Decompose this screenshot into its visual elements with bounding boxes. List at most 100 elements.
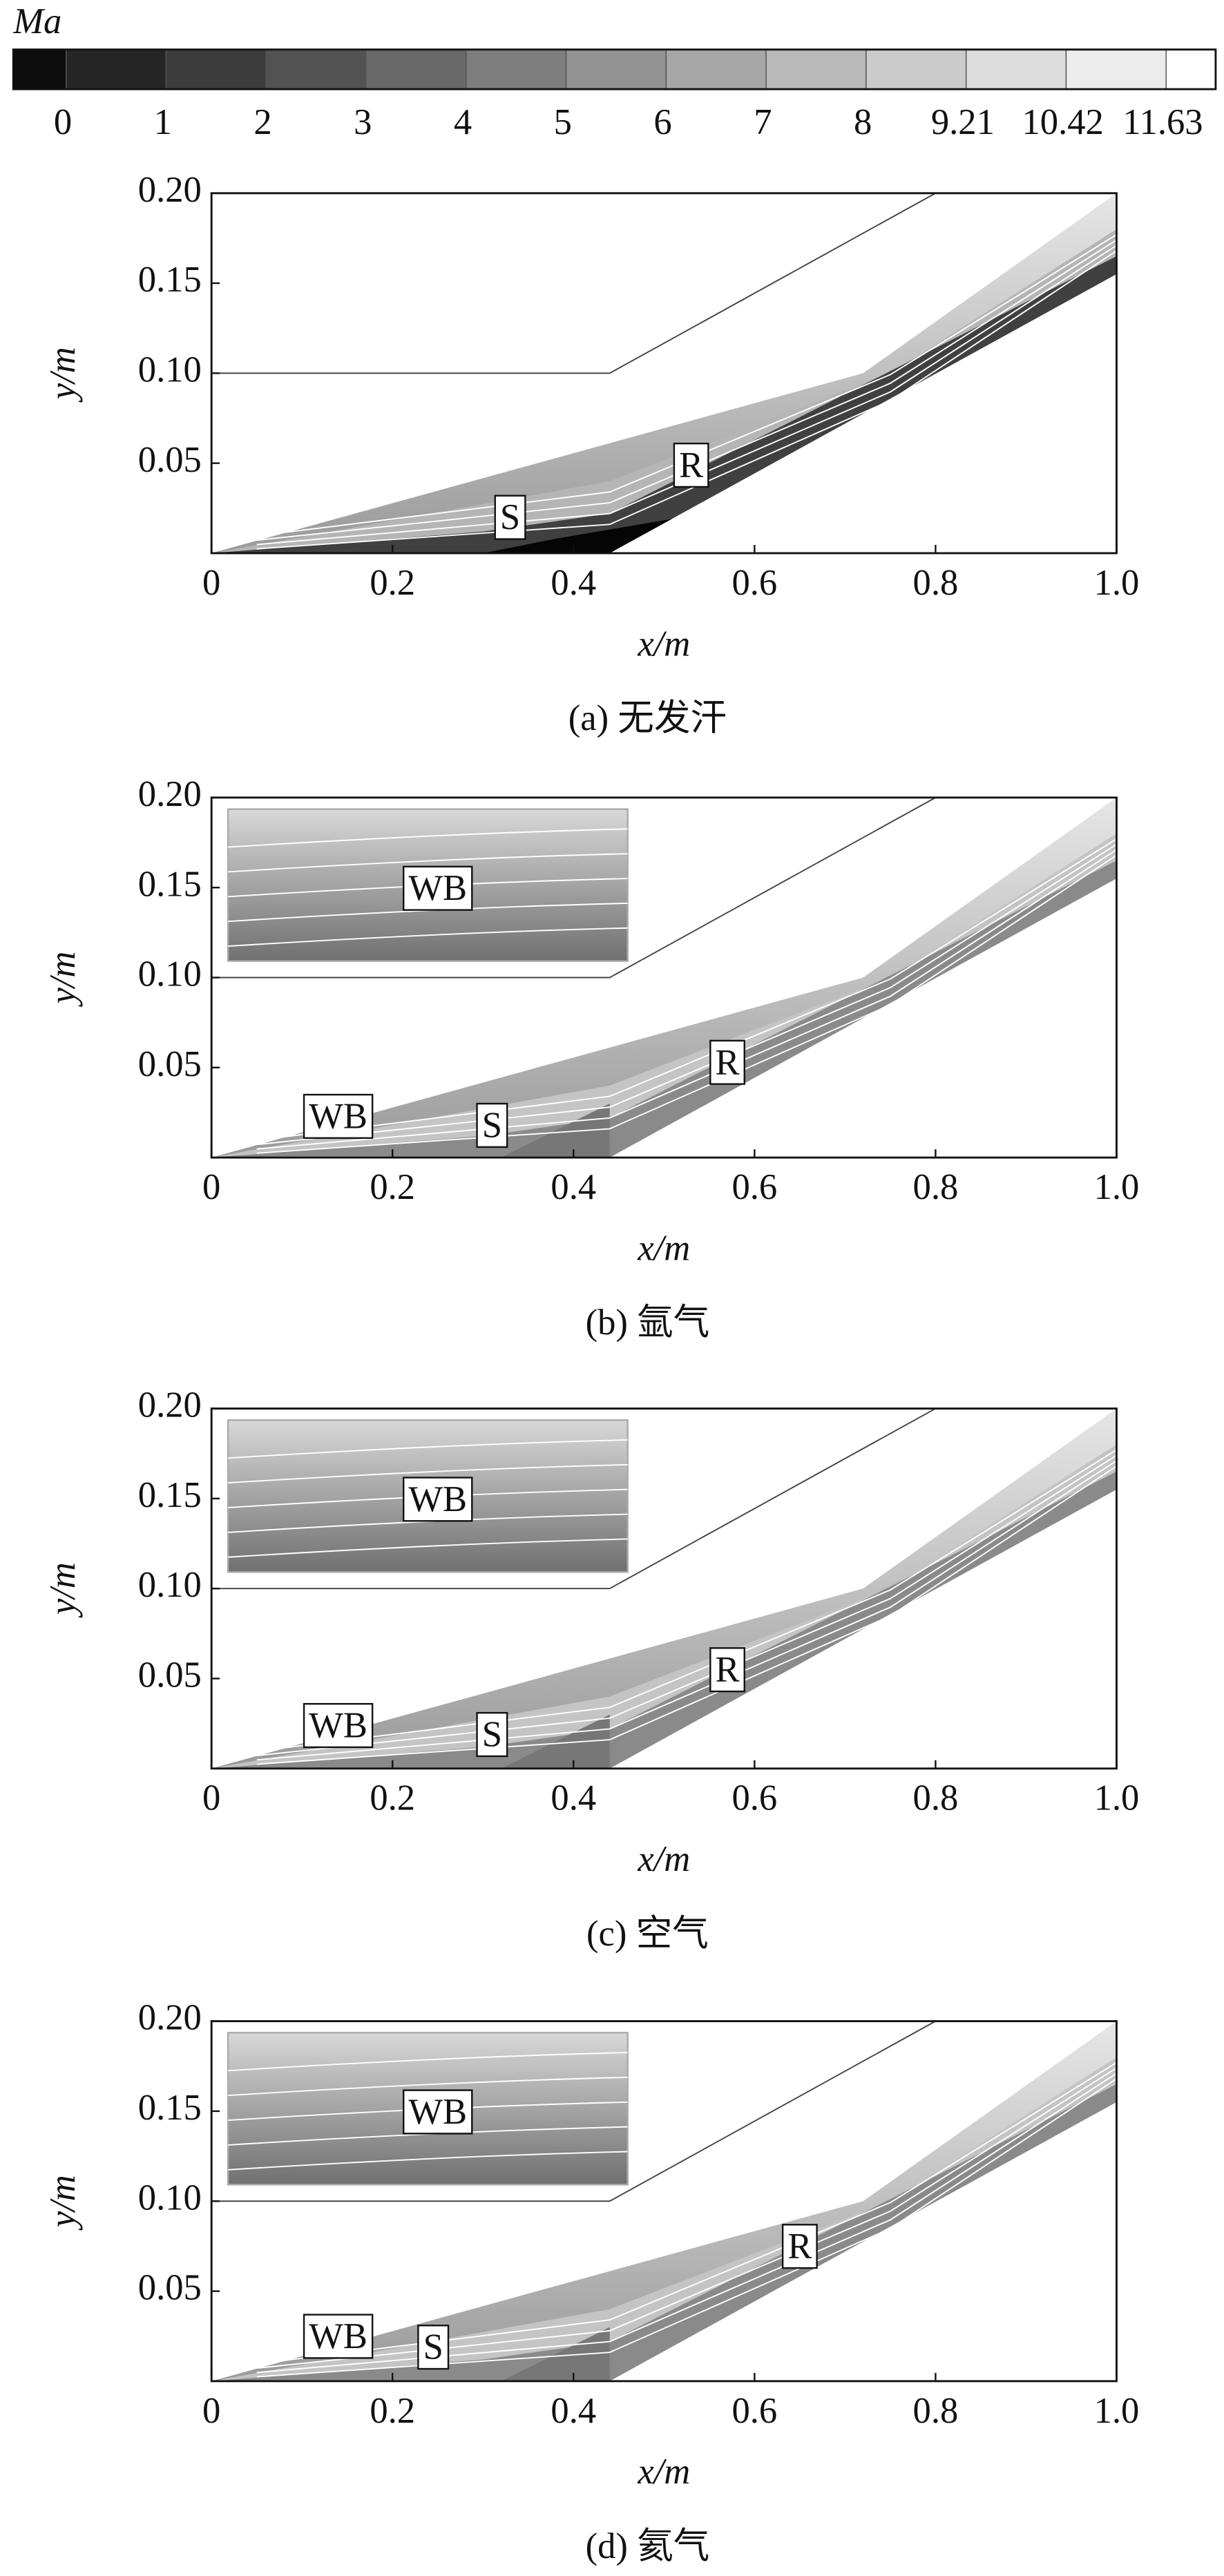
ramp-solid bbox=[609, 274, 1117, 553]
x-tick-label: 1.0 bbox=[1094, 2391, 1140, 2431]
streamline bbox=[256, 233, 1117, 537]
colorbar-tick-label: 5 bbox=[554, 102, 572, 142]
inset-streamline bbox=[228, 853, 628, 873]
annotation-box bbox=[494, 494, 526, 540]
y-axis-label: y/m bbox=[43, 347, 83, 403]
y-tick-label: 0.10 bbox=[138, 349, 202, 390]
colorbar-segment bbox=[866, 49, 967, 90]
y-tick-label: 0.10 bbox=[138, 2178, 202, 2218]
y-tick-label: 0.05 bbox=[138, 440, 202, 480]
streamline bbox=[256, 1465, 1117, 1765]
ramp-solid bbox=[609, 878, 1117, 1158]
plot-frame bbox=[210, 2020, 1118, 2383]
caption: (b) 氩气 bbox=[586, 1303, 710, 1343]
plot-frame bbox=[210, 192, 1118, 555]
y-tick-label: 0.20 bbox=[138, 170, 202, 210]
x-tick-label: 0.8 bbox=[913, 563, 959, 603]
x-tick-label: 0.6 bbox=[731, 2391, 777, 2431]
x-tick-label: 0.4 bbox=[551, 1167, 596, 1207]
annotation-box bbox=[709, 1039, 745, 1085]
inset-streamline bbox=[228, 927, 628, 948]
annotation: S bbox=[482, 1105, 502, 1145]
plot-area bbox=[211, 192, 1117, 553]
annotation-box bbox=[303, 2314, 374, 2359]
colorbar-tick-label: 2 bbox=[254, 102, 271, 142]
annotation: WB bbox=[309, 1706, 367, 1746]
separation-region bbox=[501, 2327, 610, 2381]
plot-frame bbox=[210, 1407, 1118, 1770]
colorbar-tick-label: 7 bbox=[754, 102, 772, 142]
boundary-layer bbox=[211, 2084, 1117, 2381]
x-tick-label: 0 bbox=[202, 1778, 220, 1818]
colorbar-segment bbox=[765, 49, 867, 90]
colorbar-segment bbox=[66, 49, 167, 90]
streamline bbox=[256, 838, 1117, 1142]
ramp-solid bbox=[609, 1489, 1117, 1769]
colorbar-segment bbox=[466, 49, 567, 90]
colorbar-tick-label: 3 bbox=[354, 102, 372, 142]
colorbar-segment bbox=[12, 49, 67, 90]
colorbar-title: Ma bbox=[12, 1, 61, 41]
colorbar-tick-label: 10.42 bbox=[1022, 102, 1103, 142]
label-box bbox=[403, 865, 473, 911]
colorbar-segment bbox=[965, 49, 1067, 90]
x-tick-label: 1.0 bbox=[1094, 1167, 1140, 1207]
y-tick-label: 0.15 bbox=[138, 864, 202, 904]
colorbar-tick-label: 6 bbox=[653, 102, 671, 142]
x-tick-label: 0.4 bbox=[551, 2391, 596, 2431]
annotation: WB bbox=[309, 2316, 367, 2356]
inset-label: WB bbox=[408, 1479, 467, 1519]
annotation: R bbox=[715, 1042, 739, 1082]
inset-label: WB bbox=[408, 2092, 467, 2132]
y-tick-label: 0.05 bbox=[138, 1655, 202, 1695]
annotation-box bbox=[303, 1702, 374, 1749]
inset-streamline bbox=[228, 1463, 628, 1484]
x-axis-label: x/m bbox=[637, 624, 690, 664]
y-tick-label: 0.15 bbox=[138, 2088, 202, 2128]
boundary-layer bbox=[211, 256, 1117, 553]
annotation-box bbox=[476, 1711, 508, 1758]
separation-bubble bbox=[483, 517, 682, 553]
y-tick-label: 0.20 bbox=[138, 774, 202, 814]
boundary-layer bbox=[211, 861, 1117, 1158]
upper-wall bbox=[211, 2020, 936, 2202]
y-tick-label: 0.05 bbox=[138, 1044, 202, 1084]
colorbar-segment bbox=[165, 49, 267, 90]
plot-area bbox=[211, 2020, 1117, 2381]
y-axis-label: y/m bbox=[43, 952, 83, 1008]
y-tick-label: 0.05 bbox=[138, 2268, 202, 2308]
x-tick-label: 0.2 bbox=[370, 1778, 415, 1818]
streamline bbox=[256, 843, 1117, 1146]
x-tick-label: 0.6 bbox=[731, 1167, 777, 1207]
plot-frame bbox=[210, 796, 1118, 1159]
y-tick-label: 0.15 bbox=[138, 1475, 202, 1515]
annotation-box bbox=[417, 2325, 450, 2370]
colorbar-tick-label: 8 bbox=[854, 102, 872, 142]
x-tick-label: 0.6 bbox=[731, 563, 777, 603]
annotation-box bbox=[709, 1647, 745, 1693]
streamline bbox=[256, 244, 1117, 546]
streamline bbox=[256, 849, 1117, 1150]
x-tick-label: 0 bbox=[202, 2391, 220, 2431]
x-tick-label: 0.2 bbox=[370, 2391, 415, 2431]
colorbar-tick-label: 4 bbox=[454, 102, 472, 142]
annotation: R bbox=[787, 2227, 812, 2267]
annotation: S bbox=[482, 1715, 502, 1755]
caption: (c) 空气 bbox=[586, 1914, 709, 1954]
annotation: R bbox=[715, 1650, 739, 1690]
colorbar-segment bbox=[1065, 49, 1167, 90]
colorbar-segment bbox=[265, 49, 367, 90]
annotation-box bbox=[673, 442, 709, 488]
x-tick-label: 0.8 bbox=[913, 1778, 959, 1818]
x-tick-label: 0.2 bbox=[370, 1167, 415, 1207]
y-axis-label: y/m bbox=[43, 2175, 83, 2231]
colorbar-tick-label: 1 bbox=[154, 102, 172, 142]
colorbar-tick-label: 11.63 bbox=[1122, 102, 1203, 142]
annotation: R bbox=[679, 445, 703, 486]
y-axis-label: y/m bbox=[43, 1562, 83, 1618]
inset-streamline bbox=[228, 2076, 628, 2097]
y-tick-label: 0.10 bbox=[138, 954, 202, 994]
inset-streamline bbox=[228, 2151, 628, 2171]
colorbar-segment bbox=[565, 49, 667, 90]
